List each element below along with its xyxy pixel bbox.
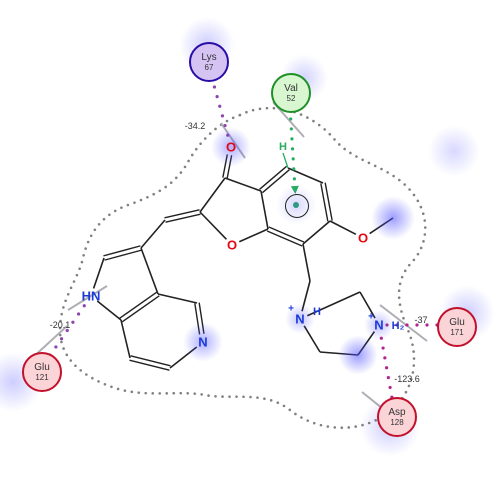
residue-glu171[interactable]: Glu171 bbox=[437, 307, 477, 347]
interaction-hbond bbox=[49, 304, 86, 357]
interaction-diagram: OOONNHNNHHH₂++Lys67Val52Glu121Glu171Asp1… bbox=[0, 0, 500, 500]
interaction-salt bbox=[380, 337, 394, 399]
residue-asp128[interactable]: Asp128 bbox=[377, 397, 417, 437]
svg-layer bbox=[0, 0, 500, 500]
residue-lys67[interactable]: Lys67 bbox=[189, 42, 229, 82]
residue-glu121[interactable]: Glu121 bbox=[22, 352, 62, 392]
interaction-hbond bbox=[210, 76, 229, 137]
interaction-salt bbox=[385, 323, 438, 326]
residue-val52[interactable]: Val52 bbox=[271, 73, 311, 113]
